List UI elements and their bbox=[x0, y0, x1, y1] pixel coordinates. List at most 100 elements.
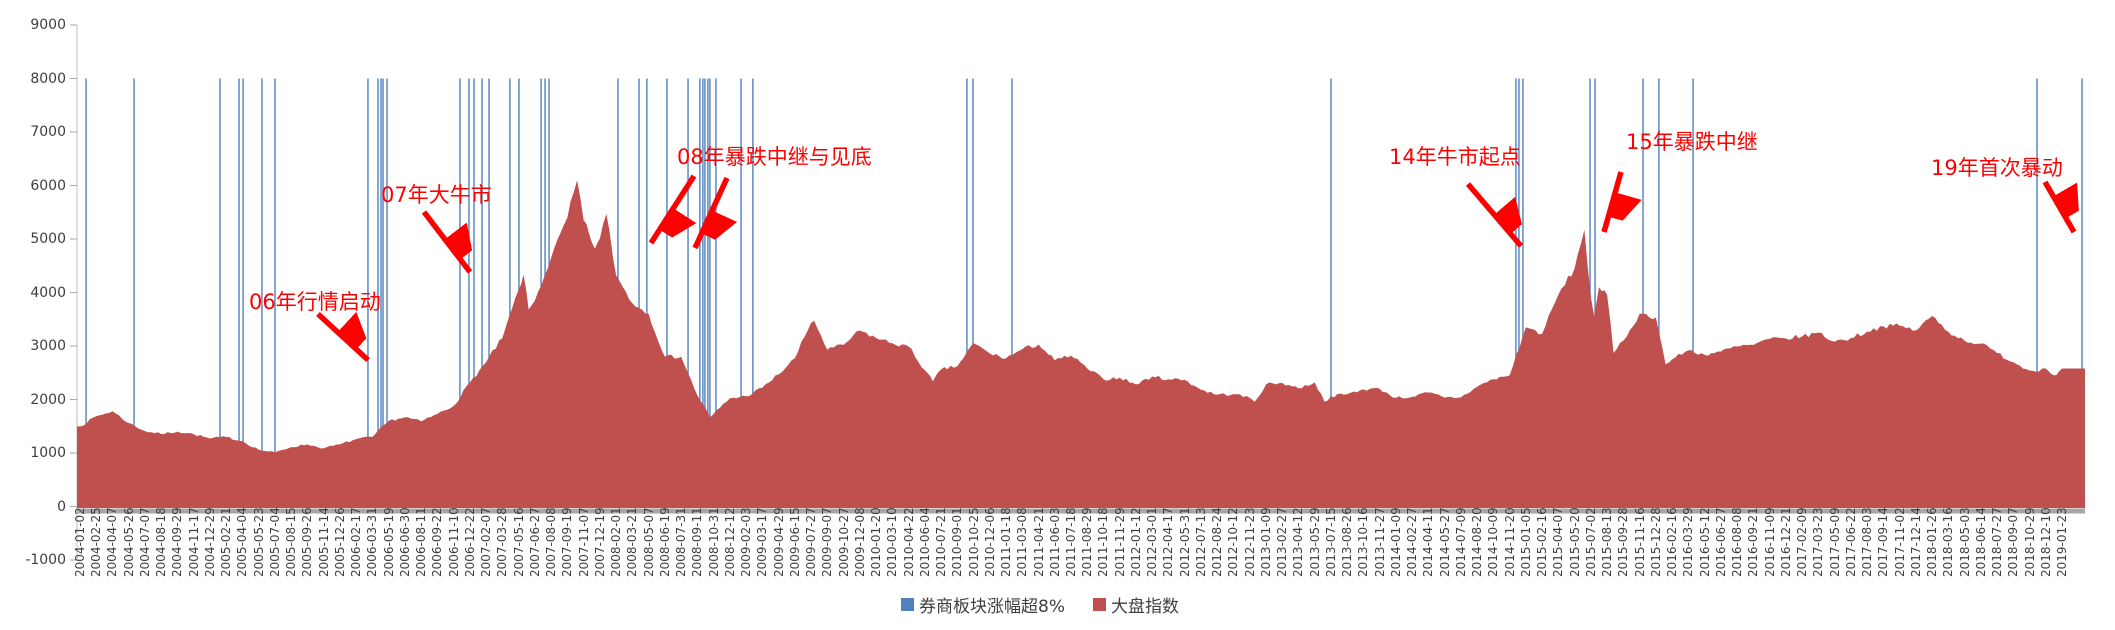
x-axis-label: 2010-09-01 bbox=[950, 507, 965, 577]
x-axis-label: 2011-03-08 bbox=[1015, 507, 1030, 577]
x-axis-label: 2017-12-14 bbox=[1908, 507, 1923, 577]
x-axis-label: 2017-06-22 bbox=[1843, 507, 1858, 577]
x-axis-label: 2006-02-17 bbox=[349, 507, 364, 577]
x-axis-label: 2011-07-18 bbox=[1064, 507, 1078, 577]
x-axis-label: 2012-05-31 bbox=[1177, 507, 1192, 577]
x-axis-label: 2009-03-17 bbox=[755, 507, 770, 577]
x-axis-label: 2005-09-26 bbox=[300, 507, 315, 577]
x-axis-label: 2013-01-09 bbox=[1258, 507, 1273, 577]
x-axis-label: 2017-02-09 bbox=[1795, 507, 1810, 577]
x-axis-label: 2013-10-16 bbox=[1356, 507, 1371, 577]
x-axis-label: 2014-11-20 bbox=[1502, 507, 1517, 577]
x-axis-label: 2016-05-12 bbox=[1697, 507, 1712, 577]
annotation-arrow bbox=[1601, 171, 1621, 233]
x-axis-label: 2007-05-16 bbox=[511, 507, 526, 577]
annotation-label: 14年牛市起点 bbox=[1389, 145, 1521, 169]
x-axis-label: 2017-05-09 bbox=[1827, 507, 1842, 577]
x-axis-label: 2005-05-23 bbox=[251, 507, 266, 577]
annotation-label: 06年行情启动 bbox=[249, 290, 381, 314]
x-axis-label: 2015-07-02 bbox=[1583, 507, 1598, 577]
x-axis-label: 2011-06-03 bbox=[1047, 507, 1062, 577]
legend-item-index: 大盘指数 bbox=[1092, 592, 1179, 617]
x-axis-label: 2015-08-13 bbox=[1600, 507, 1615, 577]
y-axis-label: 5000 bbox=[30, 231, 66, 247]
x-axis-label: 2013-11-27 bbox=[1372, 507, 1387, 577]
x-axis-label: 2010-01-20 bbox=[869, 507, 884, 577]
annotation-arrow bbox=[648, 174, 694, 245]
x-axis-label: 2005-04-04 bbox=[235, 507, 250, 577]
x-axis-label: 2004-05-26 bbox=[121, 507, 136, 577]
x-axis-label: 2007-12-19 bbox=[592, 507, 607, 577]
x-axis-label: 2005-08-15 bbox=[284, 507, 299, 577]
annotation-label: 15年暴跌中继 bbox=[1626, 130, 1758, 154]
x-axis-label: 2010-06-04 bbox=[917, 507, 932, 577]
x-axis-label: 2012-08-24 bbox=[1210, 507, 1225, 577]
legend-label-broker-events: 券商板块涨幅超8% bbox=[919, 597, 1065, 617]
x-axis-label: 2005-07-04 bbox=[267, 507, 282, 577]
annotation-arrow bbox=[421, 210, 470, 274]
x-axis-label: 2006-03-31 bbox=[365, 507, 380, 577]
x-axis-label: 2016-06-27 bbox=[1713, 507, 1728, 577]
x-axis-label: 2011-10-18 bbox=[1096, 507, 1111, 577]
x-axis-label: 2015-11-16 bbox=[1632, 507, 1647, 577]
x-axis-label: 2004-07-07 bbox=[137, 507, 152, 577]
x-axis-label: 2007-02-07 bbox=[479, 507, 494, 577]
x-axis-label: 2007-08-08 bbox=[544, 507, 559, 577]
annotation-arrow bbox=[1465, 182, 1521, 248]
x-axis-label: 2013-08-26 bbox=[1340, 507, 1355, 577]
x-axis-label: 2011-08-29 bbox=[1080, 507, 1095, 577]
x-axis-label: 2008-05-07 bbox=[641, 507, 656, 577]
x-axis-label: 2008-06-19 bbox=[657, 507, 672, 577]
x-axis-label: 2012-11-23 bbox=[1242, 507, 1257, 577]
x-axis-label: 2009-02-03 bbox=[739, 507, 754, 577]
x-axis-label: 2019-01-23 bbox=[2055, 507, 2069, 577]
y-axis-label: -1000 bbox=[25, 552, 66, 568]
x-axis-label: 2011-01-18 bbox=[999, 507, 1014, 577]
x-axis-label: 2016-03-29 bbox=[1681, 507, 1696, 577]
x-axis-label: 2014-10-09 bbox=[1486, 507, 1501, 577]
legend-item-broker-events: 券商板块涨幅超8% bbox=[901, 592, 1065, 617]
x-axis-label: 2015-02-16 bbox=[1535, 507, 1550, 577]
x-axis-label: 2018-07-27 bbox=[1990, 507, 2005, 577]
x-axis-label: 2014-08-20 bbox=[1470, 507, 1485, 577]
x-axis-label: 2018-05-03 bbox=[1957, 507, 1972, 577]
category-axis-line bbox=[77, 508, 2085, 514]
x-axis-label: 2013-02-27 bbox=[1275, 507, 1290, 577]
y-axis-label: 2000 bbox=[30, 391, 66, 408]
x-axis-label: 2009-09-07 bbox=[820, 507, 835, 577]
x-axis-label: 2015-04-07 bbox=[1551, 507, 1566, 577]
x-axis-label: 2004-02-25 bbox=[89, 507, 104, 577]
y-axis bbox=[70, 24, 78, 561]
x-axis-label: 2015-09-28 bbox=[1616, 507, 1631, 577]
x-axis-label: 2006-11-10 bbox=[446, 507, 461, 577]
x-axis-label: 2004-12-29 bbox=[202, 507, 217, 577]
y-axis-label: 7000 bbox=[30, 124, 66, 140]
x-axis-label: 2008-12-12 bbox=[722, 507, 737, 577]
x-axis-label: 2018-09-07 bbox=[2006, 507, 2021, 577]
zero-axis-bar bbox=[77, 508, 2085, 514]
y-axis-label: 9000 bbox=[30, 17, 66, 33]
annotation-label: 07年大牛市 bbox=[381, 183, 492, 207]
x-axis-label: 2006-12-22 bbox=[462, 507, 477, 577]
annotation-arrow bbox=[692, 176, 727, 250]
x-axis-label: 2012-10-12 bbox=[1226, 507, 1241, 577]
x-axis-label: 2010-04-22 bbox=[901, 507, 916, 577]
x-axis-label: 2007-06-27 bbox=[527, 507, 542, 577]
annotation-arrows bbox=[316, 171, 2074, 363]
index-area-series bbox=[77, 180, 2085, 508]
y-axis-label: 1000 bbox=[30, 445, 66, 461]
x-axis-label: 2007-11-07 bbox=[576, 507, 591, 577]
x-axis-label: 2013-04-12 bbox=[1291, 507, 1306, 577]
y-axis-label: 4000 bbox=[30, 284, 66, 301]
x-axis-label: 2007-03-28 bbox=[495, 507, 510, 577]
index-area bbox=[77, 180, 2085, 508]
x-axis-label: 2011-04-21 bbox=[1031, 507, 1046, 577]
x-axis-label: 2005-12-26 bbox=[332, 507, 347, 577]
x-axis-label: 2018-12-10 bbox=[2038, 507, 2053, 577]
x-axis-label: 2018-03-16 bbox=[1941, 507, 1956, 577]
x-axis-label: 2014-07-09 bbox=[1453, 507, 1468, 577]
x-axis-label: 2017-09-14 bbox=[1876, 507, 1891, 577]
x-axis-label: 2016-08-08 bbox=[1730, 507, 1745, 577]
